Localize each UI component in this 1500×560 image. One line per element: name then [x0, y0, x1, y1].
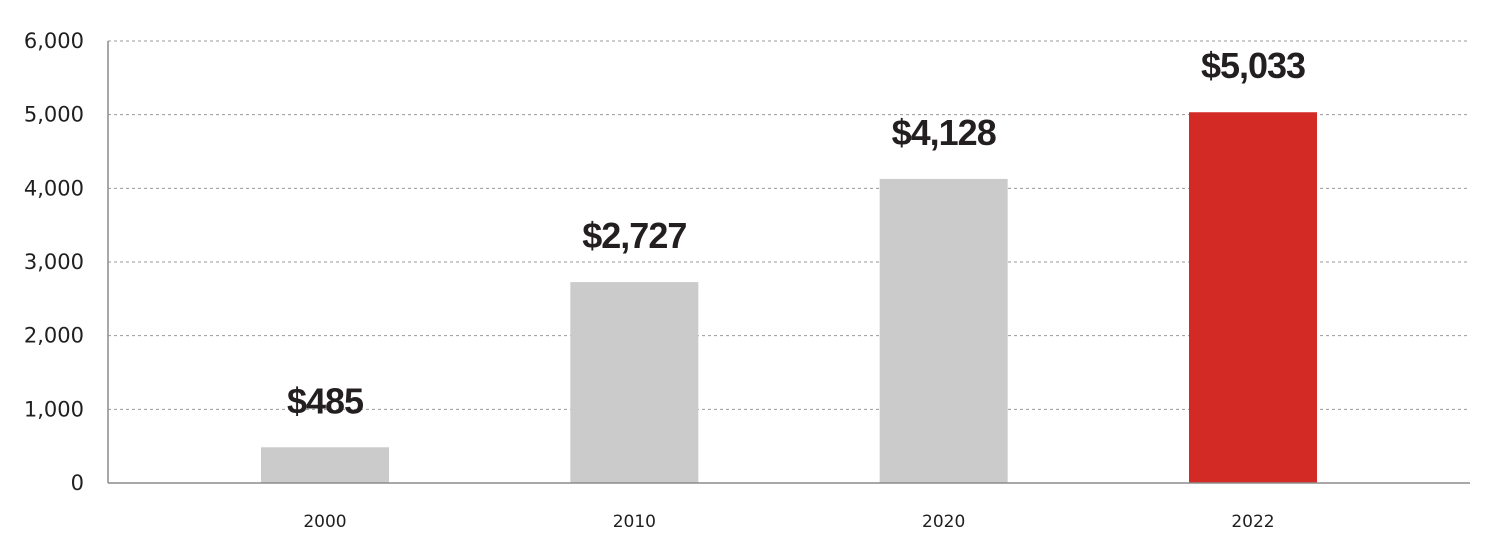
data-label-2000: $485	[287, 380, 364, 421]
y-tick-label: 4,000	[24, 176, 84, 200]
y-tick-label: 3,000	[24, 250, 84, 274]
axis-layer	[107, 41, 1470, 484]
y-tick-label: 0	[71, 471, 84, 495]
x-tick-label-2000: 2000	[303, 512, 346, 532]
y-tick-label: 5,000	[24, 103, 84, 127]
y-tick-label: 2,000	[24, 324, 84, 348]
x-tick-label-2010: 2010	[613, 512, 656, 532]
label-layer: 0 1,000 2,000 3,000 4,000 5,000 6,000 $485 2000 $…	[24, 29, 1306, 532]
x-tick-label-2020: 2020	[922, 512, 965, 532]
y-tick-label: 1,000	[24, 397, 84, 421]
data-label-2022: $5,033	[1201, 45, 1305, 86]
bar-2000	[261, 447, 389, 483]
bar-2020	[879, 178, 1008, 484]
bar-layer	[261, 112, 1317, 484]
data-label-2010: $2,727	[582, 215, 686, 256]
x-tick-label-2022: 2022	[1231, 512, 1274, 532]
data-label-2020: $4,128	[892, 112, 996, 153]
bar-2022	[1189, 112, 1317, 484]
bar-2010	[570, 282, 699, 483]
y-tick-label: 6,000	[24, 29, 84, 53]
